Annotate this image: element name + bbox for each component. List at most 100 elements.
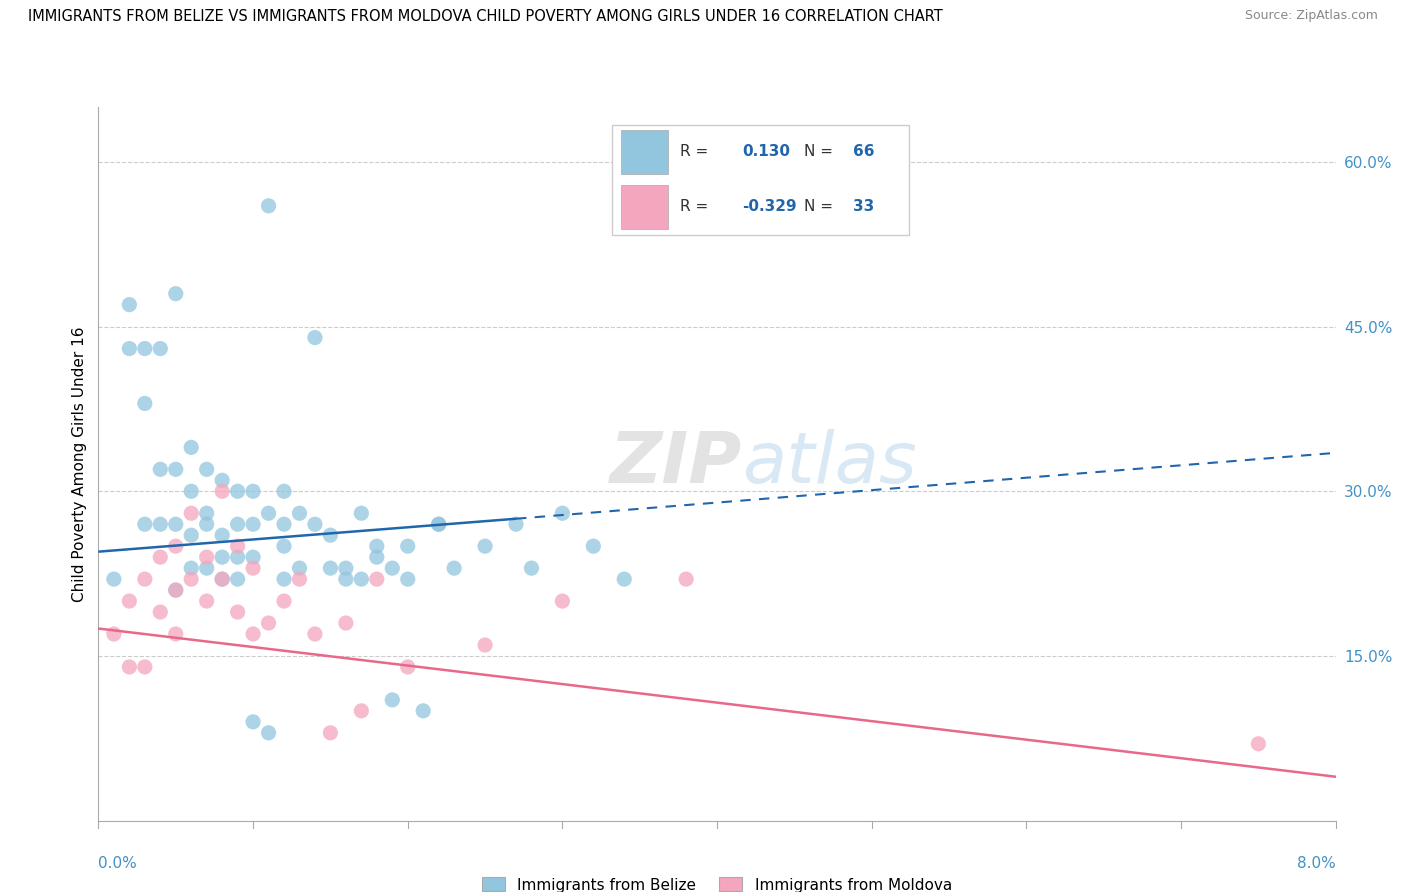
- Point: [366, 550, 388, 565]
- Point: [273, 517, 295, 532]
- Point: [226, 484, 249, 499]
- Point: [350, 572, 373, 586]
- Point: [242, 517, 264, 532]
- Point: [226, 605, 249, 619]
- Point: [149, 605, 172, 619]
- Point: [180, 506, 202, 520]
- Point: [257, 506, 280, 520]
- Point: [195, 594, 218, 608]
- Point: [180, 572, 202, 586]
- Text: 66: 66: [853, 145, 875, 160]
- Point: [1247, 737, 1270, 751]
- Point: [366, 539, 388, 553]
- Point: [288, 506, 311, 520]
- Point: [134, 396, 156, 410]
- Point: [226, 517, 249, 532]
- Point: [195, 517, 218, 532]
- Text: IMMIGRANTS FROM BELIZE VS IMMIGRANTS FROM MOLDOVA CHILD POVERTY AMONG GIRLS UNDE: IMMIGRANTS FROM BELIZE VS IMMIGRANTS FRO…: [28, 9, 943, 24]
- Point: [675, 572, 697, 586]
- Point: [304, 627, 326, 641]
- Point: [242, 627, 264, 641]
- Point: [257, 615, 280, 630]
- Point: [134, 572, 156, 586]
- Point: [350, 704, 373, 718]
- Point: [149, 462, 172, 476]
- Point: [288, 561, 311, 575]
- Point: [118, 594, 141, 608]
- Point: [165, 539, 187, 553]
- Point: [273, 539, 295, 553]
- Point: [242, 714, 264, 729]
- Point: [366, 572, 388, 586]
- Point: [103, 627, 125, 641]
- Point: [242, 550, 264, 565]
- Point: [381, 561, 404, 575]
- Point: [396, 539, 419, 553]
- Point: [273, 572, 295, 586]
- Point: [288, 572, 311, 586]
- Point: [257, 199, 280, 213]
- Y-axis label: Child Poverty Among Girls Under 16: Child Poverty Among Girls Under 16: [72, 326, 87, 601]
- Point: [427, 517, 450, 532]
- Point: [443, 561, 465, 575]
- Point: [396, 660, 419, 674]
- Point: [165, 583, 187, 598]
- Point: [335, 615, 357, 630]
- Point: [211, 484, 233, 499]
- Point: [551, 594, 574, 608]
- Point: [165, 627, 187, 641]
- Text: N =: N =: [804, 145, 838, 160]
- Point: [257, 726, 280, 740]
- Point: [165, 286, 187, 301]
- Point: [165, 583, 187, 598]
- Legend: Immigrants from Belize, Immigrants from Moldova: Immigrants from Belize, Immigrants from …: [477, 871, 957, 892]
- Point: [474, 638, 496, 652]
- Point: [180, 441, 202, 455]
- Point: [319, 528, 342, 542]
- Point: [149, 550, 172, 565]
- Point: [134, 342, 156, 356]
- Text: Source: ZipAtlas.com: Source: ZipAtlas.com: [1244, 9, 1378, 22]
- Point: [304, 517, 326, 532]
- Text: 33: 33: [853, 200, 875, 214]
- Text: R =: R =: [681, 200, 713, 214]
- Point: [396, 572, 419, 586]
- Point: [319, 561, 342, 575]
- Point: [505, 517, 527, 532]
- Point: [335, 561, 357, 575]
- Point: [381, 693, 404, 707]
- Point: [118, 298, 141, 312]
- Point: [427, 517, 450, 532]
- Point: [149, 342, 172, 356]
- Text: ZIP: ZIP: [610, 429, 742, 499]
- Point: [319, 726, 342, 740]
- Point: [226, 572, 249, 586]
- Point: [195, 462, 218, 476]
- Point: [242, 561, 264, 575]
- Point: [134, 517, 156, 532]
- Point: [180, 484, 202, 499]
- FancyBboxPatch shape: [620, 130, 668, 174]
- Point: [211, 473, 233, 487]
- Point: [180, 528, 202, 542]
- Point: [335, 572, 357, 586]
- Point: [582, 539, 605, 553]
- Point: [149, 517, 172, 532]
- Point: [304, 330, 326, 344]
- Text: 8.0%: 8.0%: [1296, 856, 1336, 871]
- Point: [273, 594, 295, 608]
- Point: [195, 506, 218, 520]
- Text: R =: R =: [681, 145, 713, 160]
- Point: [165, 517, 187, 532]
- Text: -0.329: -0.329: [742, 200, 796, 214]
- Text: atlas: atlas: [742, 429, 917, 499]
- Point: [195, 561, 218, 575]
- Point: [180, 561, 202, 575]
- Point: [613, 572, 636, 586]
- Text: 0.130: 0.130: [742, 145, 790, 160]
- Point: [350, 506, 373, 520]
- Point: [211, 528, 233, 542]
- FancyBboxPatch shape: [612, 125, 908, 235]
- Text: 0.0%: 0.0%: [98, 856, 138, 871]
- Point: [211, 572, 233, 586]
